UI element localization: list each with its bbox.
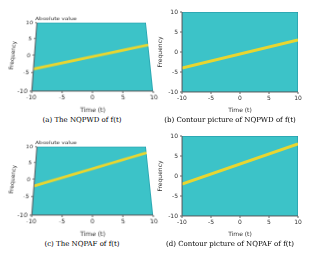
svg-text:-10: -10 — [177, 94, 187, 101]
svg-text:Time (t): Time (t) — [227, 230, 252, 237]
svg-text:-5: -5 — [23, 69, 30, 75]
svg-text:10: 10 — [170, 132, 178, 139]
svg-text:0: 0 — [26, 176, 31, 182]
svg-text:10: 10 — [26, 20, 34, 25]
svg-text:5: 5 — [121, 94, 126, 101]
svg-text:5: 5 — [174, 28, 178, 35]
svg-text:0: 0 — [26, 52, 31, 58]
svg-text:-5: -5 — [172, 68, 178, 75]
svg-text:Frequency: Frequency — [8, 41, 18, 70]
svg-text:10: 10 — [170, 8, 178, 15]
svg-text:0: 0 — [91, 94, 96, 101]
svg-text:0: 0 — [238, 218, 242, 225]
svg-text:0: 0 — [91, 218, 96, 225]
svg-text:-5: -5 — [208, 218, 214, 225]
svg-text:0: 0 — [238, 94, 242, 101]
svg-text:10: 10 — [294, 94, 302, 101]
svg-text:-5: -5 — [59, 94, 66, 101]
svg-text:Time (t): Time (t) — [79, 230, 106, 237]
svg-text:-10: -10 — [177, 218, 187, 225]
svg-text:-10: -10 — [17, 88, 28, 95]
html-text:(c) The NQPAF of f(t): (c) The NQPAF of f(t) — [44, 240, 120, 248]
html-text:Absolute value: Absolute value — [35, 15, 77, 21]
svg-text:-10: -10 — [17, 212, 28, 219]
html-text:Absolute value: Absolute value — [35, 139, 77, 145]
svg-text:-10: -10 — [168, 212, 178, 219]
svg-text:5: 5 — [267, 218, 271, 225]
svg-text:Time (t): Time (t) — [227, 106, 252, 113]
html-text:(b) Contour picture of NQPWD o: (b) Contour picture of NQPWD of f(t) — [164, 116, 296, 124]
svg-text:Frequency: Frequency — [156, 36, 164, 67]
svg-text:5: 5 — [28, 36, 33, 42]
svg-text:10: 10 — [26, 144, 34, 149]
svg-text:-10: -10 — [26, 218, 37, 225]
svg-text:-5: -5 — [59, 218, 66, 225]
svg-text:-5: -5 — [208, 94, 214, 101]
svg-text:5: 5 — [267, 94, 271, 101]
svg-text:10: 10 — [149, 94, 158, 101]
svg-text:5: 5 — [121, 218, 126, 225]
svg-text:Time (t): Time (t) — [79, 106, 106, 113]
svg-text:Frequency: Frequency — [8, 165, 18, 194]
svg-text:5: 5 — [28, 160, 33, 166]
svg-text:0: 0 — [174, 48, 178, 55]
svg-text:5: 5 — [174, 152, 178, 159]
svg-text:-5: -5 — [172, 192, 178, 199]
svg-text:10: 10 — [149, 218, 158, 225]
svg-text:Frequency: Frequency — [156, 160, 164, 191]
html-text:(d) Contour picture of NQPAF o: (d) Contour picture of NQPAF of f(t) — [166, 240, 294, 248]
html-text:(a) The NQPWD of f(t): (a) The NQPWD of f(t) — [42, 116, 122, 124]
svg-text:-10: -10 — [168, 88, 178, 95]
svg-text:-5: -5 — [23, 193, 30, 199]
svg-text:-10: -10 — [26, 94, 37, 101]
svg-text:0: 0 — [174, 172, 178, 179]
svg-text:10: 10 — [294, 218, 302, 225]
